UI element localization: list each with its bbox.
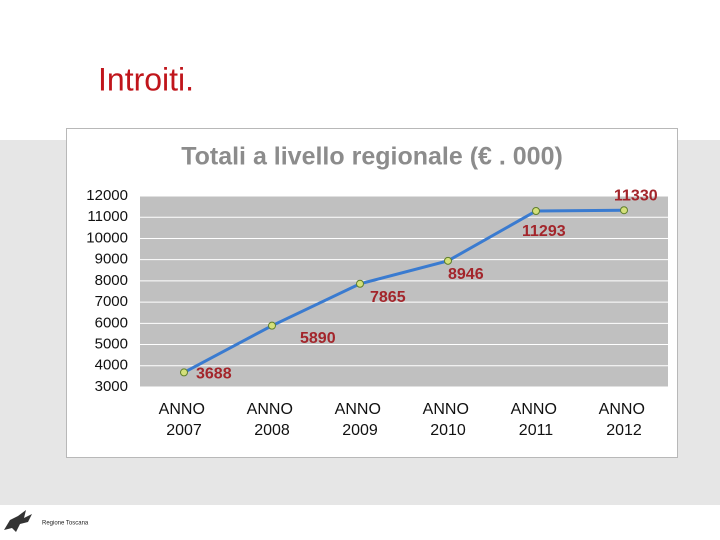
- footer-text: Regione Toscana: [42, 521, 89, 527]
- data-label: 11330: [614, 187, 658, 204]
- y-tick-label: 7000: [95, 293, 128, 310]
- logo: [0, 508, 36, 540]
- data-label: 5890: [300, 330, 336, 347]
- data-label: 8946: [448, 266, 484, 283]
- x-tick-label: ANNO 2007: [159, 401, 210, 439]
- data-point: [356, 279, 364, 288]
- data-label: 11293: [522, 223, 566, 240]
- data-point: [180, 368, 188, 377]
- y-tick-label: 3000: [95, 378, 128, 395]
- chart-title: Totali a livello regionale (€ . 000): [181, 143, 563, 171]
- y-tick-label: 12000: [86, 187, 128, 204]
- data-point: [268, 321, 276, 330]
- x-tick-label: ANNO 2009: [335, 401, 386, 439]
- plot-area: [140, 196, 668, 387]
- data-point: [620, 206, 628, 215]
- data-point: [532, 207, 540, 216]
- slide-title: Introiti.: [98, 61, 194, 97]
- x-tick-label: ANNO 2010: [423, 401, 474, 439]
- x-tick-label: ANNO 2011: [511, 401, 562, 439]
- logo-mark: [4, 510, 32, 532]
- data-line: [183, 208, 625, 374]
- data-label: 7865: [370, 289, 406, 306]
- x-tick-label: ANNO 2008: [247, 401, 298, 439]
- y-tick-label: 10000: [86, 229, 128, 246]
- y-tick-label: 9000: [95, 251, 128, 268]
- y-tick-label: 4000: [95, 357, 128, 374]
- y-tick-label: 5000: [95, 336, 128, 353]
- data-point: [444, 256, 452, 265]
- data-label: 3688: [196, 366, 232, 383]
- x-tick-label: ANNO 2012: [599, 401, 650, 439]
- y-tick-label: 11000: [87, 208, 128, 225]
- plot: 3000 4000 5000 6000 7000 8000 9000 10000 11000 12…: [86, 187, 668, 439]
- y-tick-label: 8000: [95, 272, 128, 289]
- y-tick-label: 6000: [95, 314, 128, 331]
